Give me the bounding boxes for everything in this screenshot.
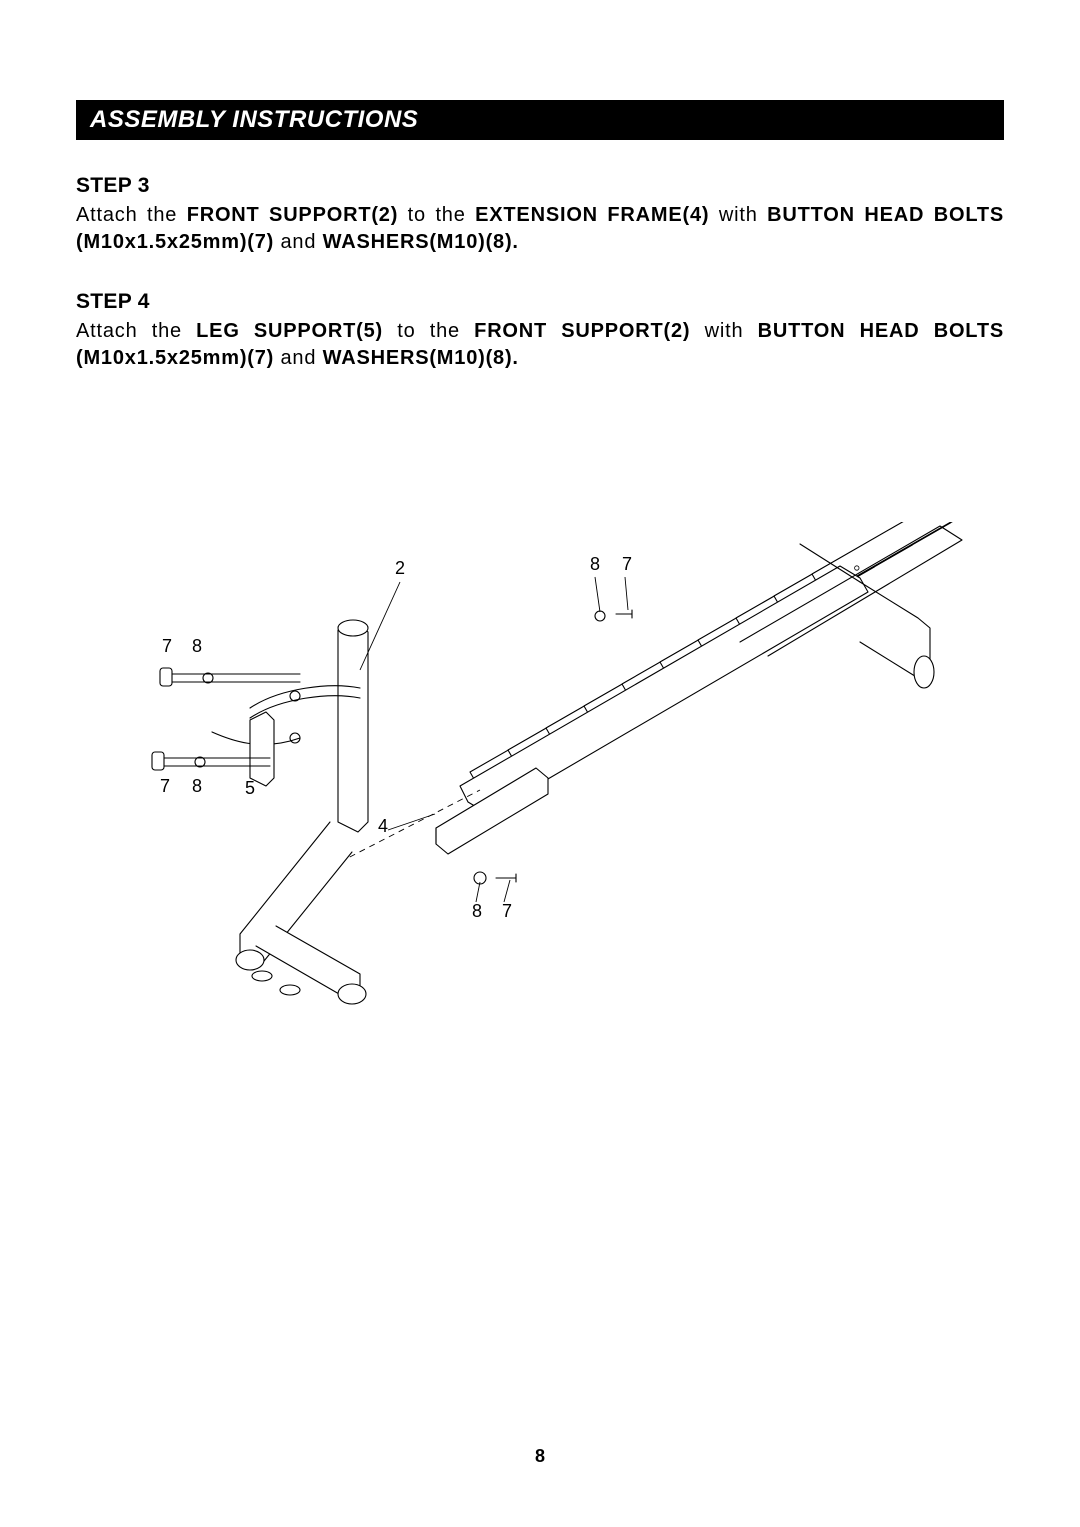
text-segment: with	[709, 204, 767, 226]
text-segment: WASHERS(M10)(8).	[323, 231, 519, 253]
diagram-label: 4	[378, 816, 388, 836]
diagram-label: 7	[160, 776, 170, 796]
text-segment: to the	[383, 320, 474, 342]
diagram-label: 7	[622, 554, 632, 574]
step-title: STEP 3	[76, 174, 1004, 198]
text-segment: WASHERS(M10)(8).	[323, 347, 519, 369]
diagram-label: 8	[472, 901, 482, 921]
section-banner: ASSEMBLY INSTRUCTIONS	[76, 100, 1004, 140]
diagram-label: 2	[395, 558, 405, 578]
step-text: Attach the LEG SUPPORT(5) to the FRONT S…	[76, 318, 1004, 372]
diagram-label: 5	[245, 778, 255, 798]
text-segment: LEG SUPPORT(5)	[196, 320, 383, 342]
text-segment: and	[274, 231, 322, 253]
step-block: STEP 4 Attach the LEG SUPPORT(5) to the F…	[76, 290, 1004, 372]
step-block: STEP 3 Attach the FRONT SUPPORT(2) to the…	[76, 174, 1004, 256]
text-segment: FRONT SUPPORT(2)	[474, 320, 690, 342]
text-segment: and	[274, 347, 322, 369]
text-segment: FRONT SUPPORT(2)	[187, 204, 399, 226]
diagram-label: 8	[590, 554, 600, 574]
diagram-label: 8	[192, 776, 202, 796]
step-title: STEP 4	[76, 290, 1004, 314]
text-segment: to the	[398, 204, 475, 226]
text-segment: with	[690, 320, 757, 342]
text-segment: Attach the	[76, 204, 187, 226]
text-segment: EXTENSION FRAME(4)	[475, 204, 709, 226]
steps-container: STEP 3 Attach the FRONT SUPPORT(2) to the…	[76, 174, 1004, 372]
text-segment: Attach the	[76, 320, 196, 342]
assembly-diagram: 28778785487	[100, 522, 980, 1082]
page-number: 8	[0, 1446, 1080, 1467]
diagram-label: 7	[502, 901, 512, 921]
step-text: Attach the FRONT SUPPORT(2) to the EXTEN…	[76, 202, 1004, 256]
diagram-container: 28778785487	[76, 522, 1004, 1082]
diagram-label: 7	[162, 636, 172, 656]
diagram-label: 8	[192, 636, 202, 656]
